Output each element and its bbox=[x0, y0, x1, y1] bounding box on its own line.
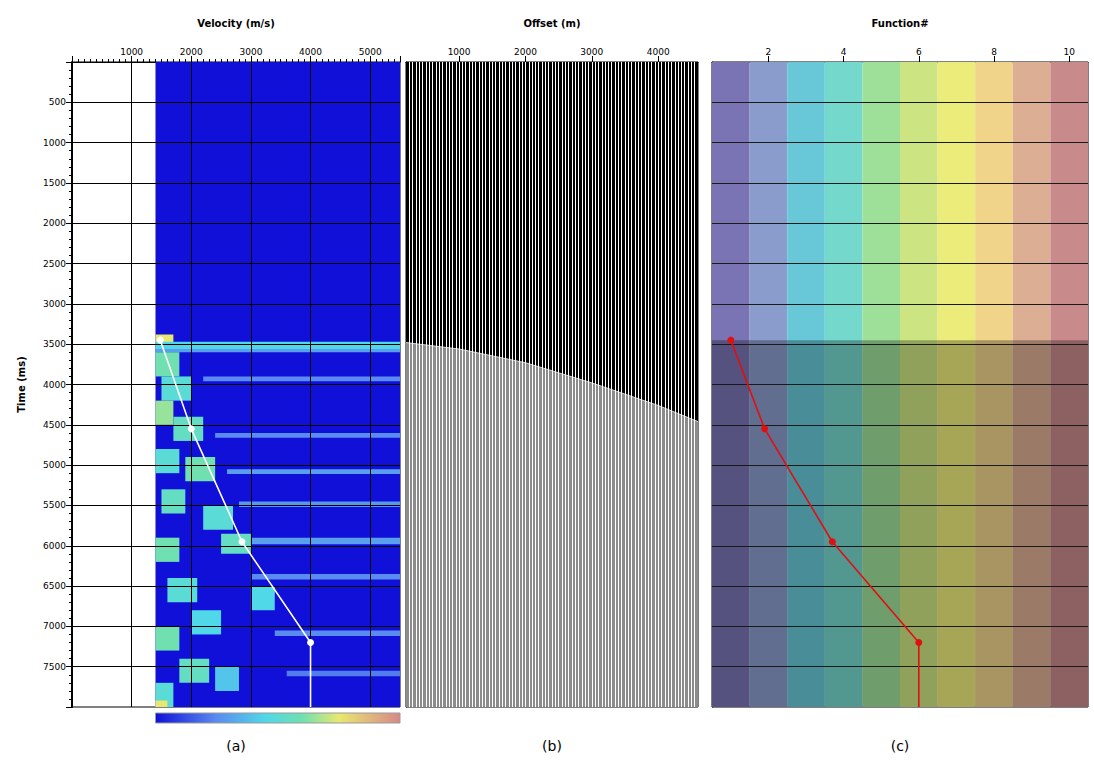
svg-text:(b): (b) bbox=[542, 738, 562, 754]
svg-text:10: 10 bbox=[1063, 47, 1075, 57]
svg-text:1500: 1500 bbox=[43, 178, 66, 188]
svg-text:1000: 1000 bbox=[120, 47, 143, 57]
svg-text:3000: 3000 bbox=[239, 47, 262, 57]
svg-text:8: 8 bbox=[991, 47, 997, 57]
svg-text:Function#: Function# bbox=[871, 18, 928, 29]
svg-text:Time (ms): Time (ms) bbox=[16, 356, 27, 412]
svg-text:7000: 7000 bbox=[43, 621, 66, 631]
svg-text:4500: 4500 bbox=[43, 420, 66, 430]
svg-text:4000: 4000 bbox=[299, 47, 322, 57]
svg-text:7500: 7500 bbox=[43, 662, 66, 672]
svg-text:2: 2 bbox=[766, 47, 772, 57]
svg-text:2500: 2500 bbox=[43, 259, 66, 269]
svg-text:4000: 4000 bbox=[43, 380, 66, 390]
svg-text:3000: 3000 bbox=[580, 47, 603, 57]
svg-text:Velocity (m/s): Velocity (m/s) bbox=[197, 18, 275, 29]
svg-text:Offset (m): Offset (m) bbox=[523, 18, 580, 29]
svg-text:5000: 5000 bbox=[359, 47, 382, 57]
svg-text:2000: 2000 bbox=[514, 47, 537, 57]
svg-text:2000: 2000 bbox=[43, 218, 66, 228]
svg-text:(c): (c) bbox=[891, 738, 910, 754]
svg-text:5000: 5000 bbox=[43, 460, 66, 470]
svg-text:6000: 6000 bbox=[43, 541, 66, 551]
svg-text:6500: 6500 bbox=[43, 581, 66, 591]
svg-text:3500: 3500 bbox=[43, 339, 66, 349]
svg-text:4000: 4000 bbox=[647, 47, 670, 57]
svg-text:5500: 5500 bbox=[43, 500, 66, 510]
svg-text:3000: 3000 bbox=[43, 299, 66, 309]
svg-text:4: 4 bbox=[841, 47, 847, 57]
svg-text:2000: 2000 bbox=[180, 47, 203, 57]
svg-text:6: 6 bbox=[916, 47, 922, 57]
svg-text:1000: 1000 bbox=[43, 138, 66, 148]
svg-text:1000: 1000 bbox=[448, 47, 471, 57]
svg-text:500: 500 bbox=[49, 97, 66, 107]
svg-text:(a): (a) bbox=[226, 738, 246, 754]
